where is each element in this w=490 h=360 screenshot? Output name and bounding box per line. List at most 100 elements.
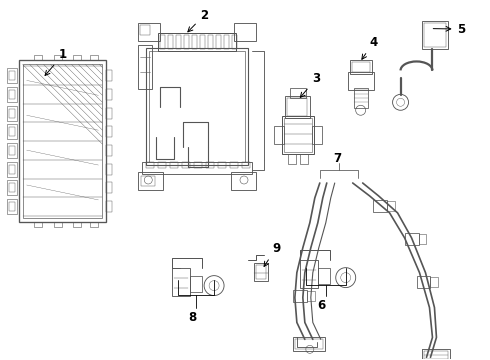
Bar [424, 351, 448, 360]
Bar [7, 106, 17, 121]
Bar [147, 162, 154, 168]
Bar [7, 87, 17, 102]
Bar [91, 55, 98, 60]
Bar [9, 90, 15, 99]
Bar [300, 260, 318, 288]
Bar [158, 32, 236, 50]
Bar [7, 199, 17, 214]
Bar [23, 64, 102, 218]
Bar [300, 154, 308, 164]
Bar [158, 162, 166, 168]
Bar [208, 35, 213, 49]
Bar [290, 88, 306, 98]
Bar [172, 268, 190, 296]
Bar [424, 23, 446, 46]
Bar [307, 291, 315, 301]
Bar [106, 108, 112, 119]
Text: 3: 3 [300, 72, 320, 97]
Bar [200, 35, 205, 49]
Bar [7, 68, 17, 83]
Bar [287, 98, 307, 116]
Bar [194, 162, 202, 168]
Bar [53, 222, 62, 227]
Bar [106, 201, 112, 212]
Bar [9, 183, 15, 192]
Bar [354, 88, 368, 108]
Bar [282, 116, 314, 154]
Bar [138, 45, 152, 89]
Bar [230, 162, 238, 168]
Bar [7, 162, 17, 177]
Bar [7, 143, 17, 158]
Bar [387, 201, 394, 211]
Bar [232, 35, 237, 49]
Bar [231, 172, 256, 190]
Bar [206, 162, 214, 168]
Text: 1: 1 [45, 49, 67, 76]
Bar [149, 50, 245, 162]
Bar [138, 172, 163, 190]
Bar [106, 89, 112, 100]
Bar [256, 265, 266, 279]
Bar [141, 176, 155, 186]
Text: 2: 2 [188, 9, 208, 32]
Bar [372, 200, 387, 212]
Bar [106, 182, 112, 193]
Bar [422, 349, 450, 360]
Text: 4: 4 [362, 36, 378, 59]
Bar [431, 276, 439, 287]
Bar [138, 23, 160, 41]
Text: 8: 8 [188, 311, 196, 324]
Bar [182, 162, 190, 168]
Text: 7: 7 [334, 152, 342, 165]
Bar [350, 60, 371, 75]
Bar [74, 222, 81, 227]
Bar [216, 35, 221, 49]
Bar [293, 289, 307, 302]
Bar [295, 339, 323, 349]
Bar [19, 60, 106, 222]
Bar [170, 162, 178, 168]
Bar [218, 162, 226, 168]
Bar [352, 62, 369, 72]
Bar [293, 337, 325, 351]
Bar [192, 35, 197, 49]
Bar [184, 35, 189, 49]
Bar [34, 222, 42, 227]
Text: 5: 5 [433, 23, 466, 36]
Bar [9, 202, 15, 211]
Text: 6: 6 [318, 300, 326, 312]
Bar [91, 222, 98, 227]
Bar [416, 276, 431, 288]
Bar [285, 96, 310, 118]
Bar [140, 24, 150, 35]
Bar [422, 21, 448, 49]
Bar [9, 109, 15, 118]
Bar [405, 233, 418, 245]
Bar [147, 48, 248, 165]
Bar [176, 35, 181, 49]
Bar [190, 276, 202, 292]
Bar [9, 146, 15, 155]
Bar [34, 55, 42, 60]
Bar [9, 165, 15, 174]
Bar [284, 118, 312, 152]
Bar [7, 180, 17, 195]
Bar [242, 162, 250, 168]
Bar [418, 234, 426, 244]
Bar [254, 263, 268, 280]
Bar [288, 154, 296, 164]
Bar [160, 35, 165, 49]
Bar [74, 55, 81, 60]
Bar [106, 145, 112, 156]
Bar [348, 72, 374, 90]
Bar [9, 127, 15, 136]
Bar [312, 126, 322, 144]
Bar [274, 126, 284, 144]
Bar [9, 71, 15, 80]
Bar [234, 23, 256, 41]
Bar [53, 55, 62, 60]
Text: 9: 9 [264, 242, 280, 266]
Bar [224, 35, 229, 49]
Bar [142, 162, 252, 174]
